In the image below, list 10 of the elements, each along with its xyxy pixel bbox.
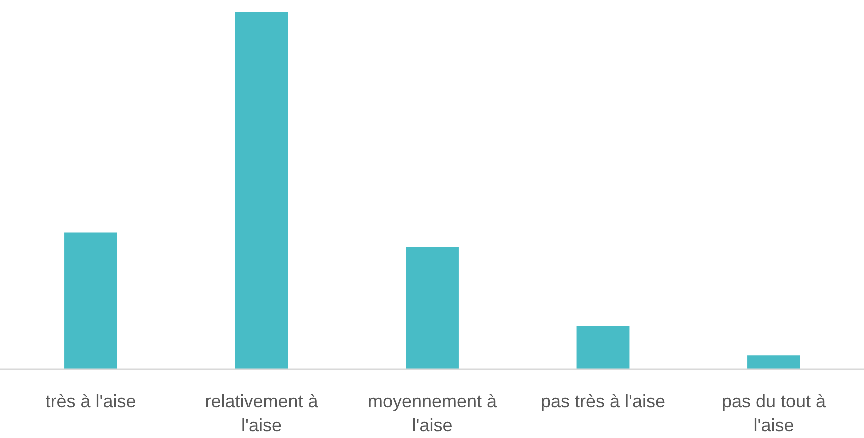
x-tick-label: moyennement à l'aise <box>368 392 498 436</box>
bar <box>748 356 800 370</box>
x-tick-label: pas du tout à l'aise <box>722 392 828 436</box>
x-tick-label: relativement à l'aise <box>205 392 320 436</box>
bar <box>64 232 118 370</box>
bar <box>406 247 459 370</box>
x-tick-label: pas très à l'aise <box>541 392 666 412</box>
bar <box>235 12 288 370</box>
bar <box>576 326 630 370</box>
x-tick-label: très à l'aise <box>46 392 136 412</box>
